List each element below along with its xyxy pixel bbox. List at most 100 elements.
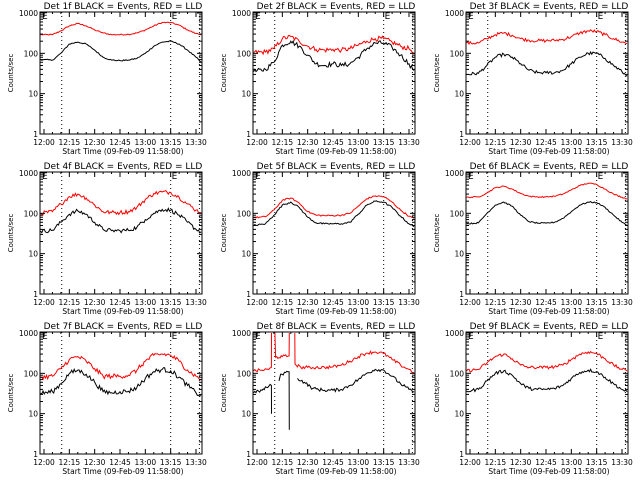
y-tick-label: 1 bbox=[459, 290, 464, 299]
panel-title: Det 8f BLACK = Events, RED = LLD bbox=[257, 322, 416, 332]
panel-det-6: Det 6f BLACK = Events, RED = LLD Counts/s… bbox=[433, 162, 633, 316]
y-tick-label: 1 bbox=[246, 130, 251, 139]
x-tick-label: 12:30 bbox=[510, 138, 532, 147]
x-tick-label: 12:45 bbox=[535, 458, 557, 467]
y-tick-label: 1 bbox=[33, 450, 38, 459]
x-tick-label: 12:00 bbox=[459, 298, 481, 307]
plot-frame bbox=[465, 331, 629, 455]
x-tick-label: 12:30 bbox=[510, 458, 532, 467]
plot-frame bbox=[252, 11, 416, 135]
x-tick-label: 13:00 bbox=[561, 138, 583, 147]
x-tick-label: 12:00 bbox=[246, 298, 268, 307]
x-axis-label: Start Time (09-Feb-09 11:58:00) bbox=[62, 467, 183, 476]
panel-det-9: Det 9f BLACK = Events, RED = LLD Counts/s… bbox=[433, 322, 633, 476]
y-axis-label: Counts/sec bbox=[433, 374, 441, 413]
series-events bbox=[40, 40, 202, 63]
x-tick-label: 13:30 bbox=[398, 138, 420, 147]
y-axis-label: Counts/sec bbox=[433, 54, 441, 93]
x-tick-label: 13:30 bbox=[185, 138, 207, 147]
panel-title: Det 5f BLACK = Events, RED = LLD bbox=[257, 162, 416, 172]
x-tick-label: 12:00 bbox=[33, 458, 55, 467]
series-events bbox=[466, 368, 628, 393]
event-marker-label: E bbox=[598, 12, 604, 22]
series-lld bbox=[253, 195, 415, 219]
x-tick-label: 12:15 bbox=[272, 298, 294, 307]
series-events bbox=[40, 207, 202, 234]
y-tick-label: 1000 bbox=[232, 169, 251, 178]
event-marker-label: E bbox=[385, 172, 391, 182]
x-axis-label: Start Time (09-Feb-09 11:58:00) bbox=[275, 307, 396, 316]
panel-title: Det 7f BLACK = Events, RED = LLD bbox=[44, 322, 203, 332]
series-lld bbox=[40, 352, 202, 381]
y-axis-label: Counts/sec bbox=[7, 54, 15, 93]
x-tick-label: 13:15 bbox=[160, 298, 182, 307]
x-tick-label: 13:30 bbox=[185, 298, 207, 307]
x-tick-label: 13:30 bbox=[611, 298, 633, 307]
series-events bbox=[253, 39, 415, 73]
y-tick-label: 1 bbox=[33, 290, 38, 299]
series-lld bbox=[466, 182, 628, 200]
x-tick-label: 12:15 bbox=[272, 138, 294, 147]
y-tick-label: 100 bbox=[237, 369, 252, 378]
x-tick-label: 12:45 bbox=[109, 138, 131, 147]
y-tick-label: 100 bbox=[24, 369, 39, 378]
x-tick-label: 12:00 bbox=[246, 138, 268, 147]
panel-title: Det 4f BLACK = Events, RED = LLD bbox=[44, 162, 203, 172]
event-marker-label: E bbox=[255, 332, 261, 342]
panel-det-2: Det 2f BLACK = Events, RED = LLD Counts/s… bbox=[220, 2, 420, 156]
panel-title: Det 3f BLACK = Events, RED = LLD bbox=[470, 2, 629, 12]
plot-frame bbox=[39, 11, 203, 135]
series-lld bbox=[253, 332, 415, 374]
y-tick-label: 100 bbox=[24, 209, 39, 218]
y-tick-label: 10 bbox=[241, 250, 251, 259]
x-tick-label: 13:15 bbox=[160, 138, 182, 147]
x-tick-label: 13:30 bbox=[611, 138, 633, 147]
series-events bbox=[253, 200, 415, 228]
event-marker-label: E bbox=[42, 332, 48, 342]
y-tick-label: 1000 bbox=[445, 329, 464, 338]
y-tick-label: 1000 bbox=[19, 9, 38, 18]
x-tick-label: 13:15 bbox=[160, 458, 182, 467]
y-tick-label: 10 bbox=[241, 90, 251, 99]
event-marker-label: E bbox=[468, 332, 474, 342]
event-marker-label: E bbox=[172, 332, 178, 342]
x-tick-label: 12:00 bbox=[246, 458, 268, 467]
series-lld bbox=[253, 34, 415, 56]
x-tick-label: 12:00 bbox=[33, 298, 55, 307]
x-tick-label: 12:15 bbox=[59, 138, 81, 147]
y-axis-label: Counts/sec bbox=[220, 374, 228, 413]
event-marker-label: E bbox=[255, 12, 261, 22]
panel-det-1: Det 1f BLACK = Events, RED = LLD Counts/s… bbox=[7, 2, 207, 156]
x-tick-label: 12:45 bbox=[322, 458, 344, 467]
x-axis-label: Start Time (09-Feb-09 11:58:00) bbox=[275, 147, 396, 156]
event-marker-label: E bbox=[42, 12, 48, 22]
x-tick-label: 12:30 bbox=[297, 458, 319, 467]
x-tick-label: 13:15 bbox=[586, 298, 608, 307]
y-tick-label: 1 bbox=[33, 130, 38, 139]
y-tick-label: 10 bbox=[241, 410, 251, 419]
x-axis-label: Start Time (09-Feb-09 11:58:00) bbox=[62, 307, 183, 316]
y-tick-label: 1000 bbox=[232, 9, 251, 18]
y-axis-label: Counts/sec bbox=[7, 214, 15, 253]
series-events bbox=[253, 368, 415, 430]
panel-title: Det 2f BLACK = Events, RED = LLD bbox=[257, 2, 416, 12]
event-marker-label: E bbox=[468, 12, 474, 22]
x-axis-label: Start Time (09-Feb-09 11:58:00) bbox=[488, 147, 609, 156]
event-marker-label: E bbox=[172, 172, 178, 182]
y-tick-label: 100 bbox=[450, 209, 465, 218]
y-tick-label: 100 bbox=[24, 49, 39, 58]
y-tick-label: 1000 bbox=[19, 329, 38, 338]
y-tick-label: 10 bbox=[454, 250, 464, 259]
y-tick-label: 100 bbox=[450, 49, 465, 58]
x-tick-label: 13:30 bbox=[611, 458, 633, 467]
x-tick-label: 12:15 bbox=[272, 458, 294, 467]
x-tick-label: 12:00 bbox=[459, 458, 481, 467]
x-tick-label: 12:15 bbox=[485, 138, 507, 147]
x-tick-label: 12:45 bbox=[109, 458, 131, 467]
plot-frame bbox=[252, 171, 416, 295]
x-axis-label: Start Time (09-Feb-09 11:58:00) bbox=[275, 467, 396, 476]
plot-frame bbox=[465, 171, 629, 295]
x-axis-label: Start Time (09-Feb-09 11:58:00) bbox=[62, 147, 183, 156]
x-tick-label: 13:00 bbox=[561, 298, 583, 307]
